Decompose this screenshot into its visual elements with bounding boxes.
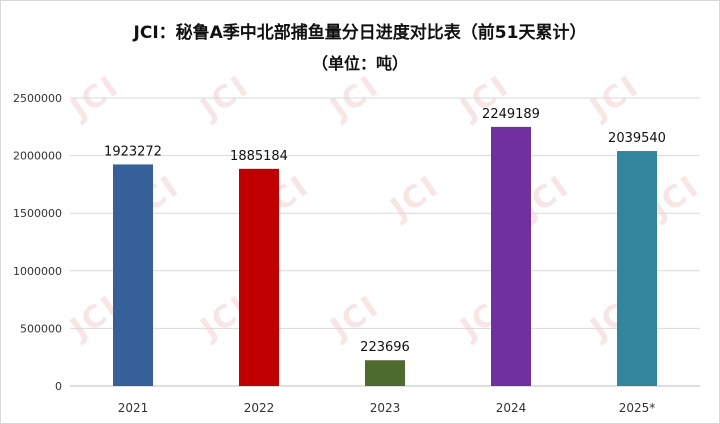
y-tick-label: 500000 (20, 322, 62, 335)
gridlines (70, 97, 700, 387)
data-label: 1923272 (104, 144, 162, 159)
x-axis: 2021 2022 2023 2024 2025* (118, 401, 656, 415)
bar-2022 (239, 168, 279, 386)
bars (113, 126, 657, 386)
data-label: 223696 (360, 340, 410, 355)
chart-title: JCI：秘鲁A季中北部捕鱼量分日进度对比表（前51天累计） (133, 23, 587, 43)
x-tick-label: 2022 (244, 401, 275, 415)
data-label: 2039540 (608, 131, 666, 146)
x-tick-label: 2025* (619, 401, 656, 415)
x-tick-label: 2024 (496, 401, 527, 415)
bar-2023 (365, 360, 405, 386)
chart-subtitle: （单位：吨） (311, 54, 408, 73)
y-axis: 0 500000 1000000 1500000 2000000 2500000 (13, 92, 62, 393)
x-tick-label: 2023 (370, 401, 401, 415)
y-tick-label: 1000000 (13, 265, 62, 278)
y-tick-label: 2000000 (13, 150, 62, 163)
data-label: 2249189 (482, 107, 540, 122)
x-tick-label: 2021 (118, 401, 149, 415)
data-labels: 1923272 1885184 223696 2249189 2039540 (104, 107, 666, 355)
data-label: 1885184 (230, 149, 288, 164)
bar-2024 (491, 126, 531, 386)
bar-2021 (113, 164, 153, 386)
bar-2025* (617, 151, 657, 386)
y-tick-label: 0 (55, 380, 62, 393)
y-tick-label: 1500000 (13, 207, 62, 220)
y-tick-label: 2500000 (13, 92, 62, 105)
